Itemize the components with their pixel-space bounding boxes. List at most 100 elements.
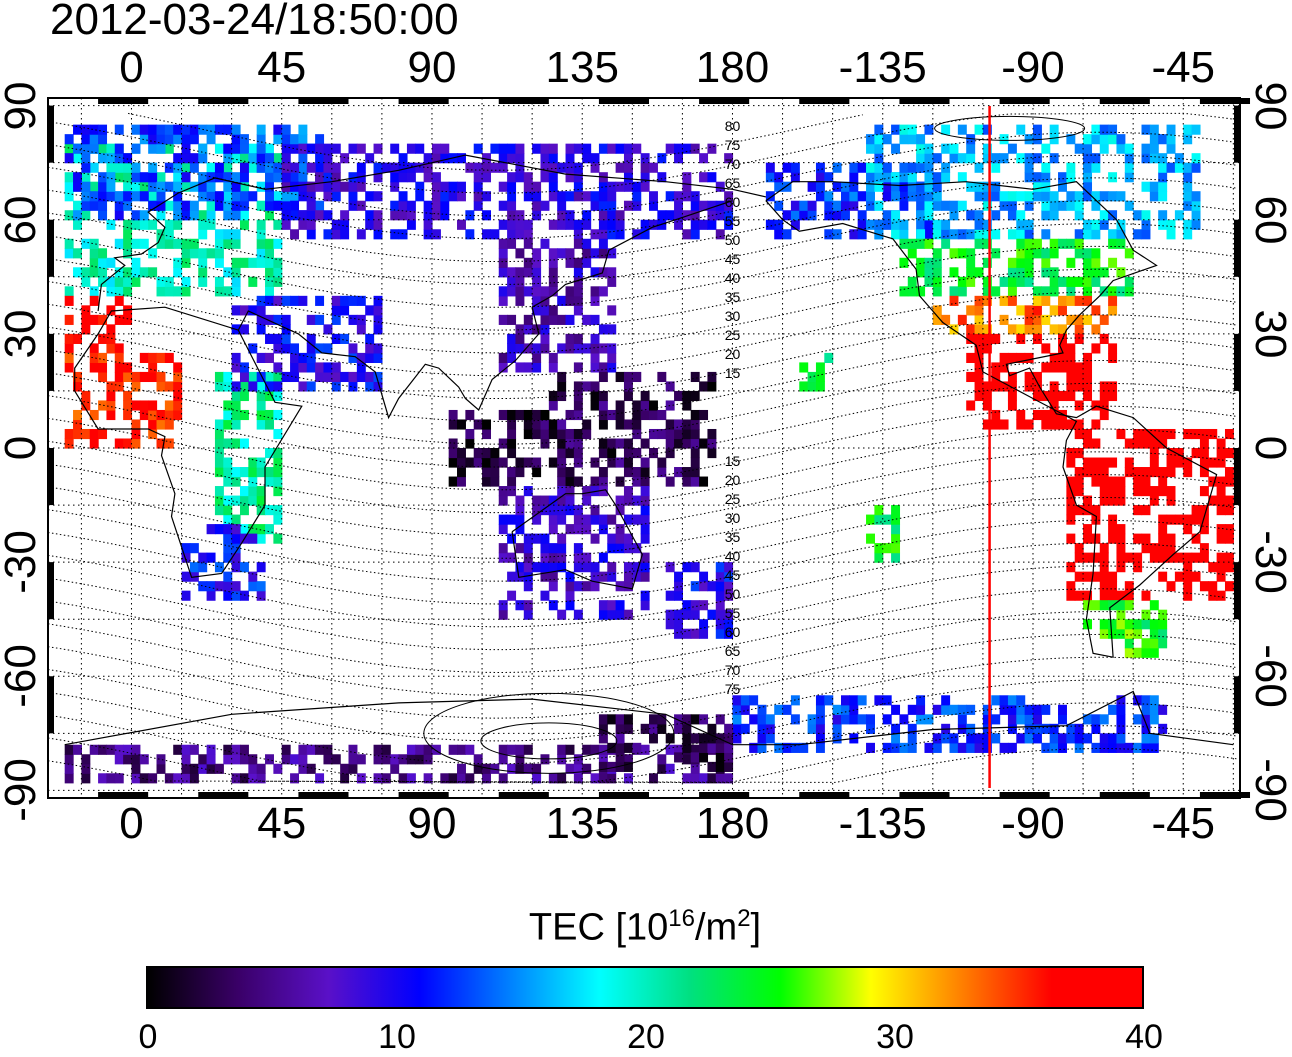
tec-cell	[73, 143, 82, 154]
tec-cell	[1208, 562, 1218, 573]
tec-cell	[1133, 486, 1143, 497]
contour-label: 65	[725, 643, 741, 659]
tec-cell	[891, 172, 901, 183]
tec-cell	[139, 172, 149, 183]
tec-cell	[1116, 476, 1126, 487]
tec-cell	[223, 457, 233, 468]
tec-cell	[640, 219, 650, 230]
tec-cell	[139, 773, 149, 784]
tec-cell	[181, 210, 191, 221]
tec-cell	[248, 191, 258, 202]
tec-cell	[523, 543, 533, 554]
tec-cell	[1199, 438, 1209, 449]
tec-cell	[715, 600, 725, 611]
tec-cell	[306, 744, 316, 755]
tec-cell	[891, 723, 901, 734]
tec-cell	[273, 238, 283, 249]
tec-cell	[1158, 543, 1168, 554]
tec-cell	[398, 153, 408, 164]
tec-cell	[114, 200, 124, 211]
tec-cell	[515, 562, 525, 573]
tec-cell	[724, 609, 734, 620]
tec-cell	[966, 267, 976, 278]
tec-cell	[173, 153, 183, 164]
tec-cell	[214, 162, 224, 173]
y-tick-label-right: 60	[1246, 195, 1292, 245]
tec-cell	[882, 514, 892, 525]
tec-cell	[1066, 581, 1076, 592]
tec-cell	[498, 162, 508, 173]
tec-cell	[423, 229, 433, 240]
tec-cell	[824, 695, 834, 706]
tec-cell	[1099, 210, 1109, 221]
tec-cell	[1074, 324, 1084, 335]
tec-cell	[682, 723, 692, 734]
tec-cell	[1066, 476, 1076, 487]
tec-cell	[590, 457, 600, 468]
tec-cell	[632, 143, 642, 154]
tec-cell	[690, 562, 700, 573]
tec-cell	[674, 571, 683, 582]
tec-cell	[256, 257, 266, 268]
tec-cell	[924, 219, 934, 230]
tec-cell	[857, 229, 867, 240]
tec-cell	[106, 219, 116, 230]
tec-cell	[532, 191, 542, 202]
tec-cell	[1066, 514, 1076, 525]
tec-cell	[390, 162, 400, 173]
tec-cell	[674, 752, 683, 763]
tec-cell	[874, 543, 884, 554]
tec-cell	[406, 200, 416, 211]
tec-cell	[1158, 467, 1168, 478]
tec-cell	[590, 476, 600, 487]
tec-cell	[607, 773, 617, 784]
tec-cell	[1091, 723, 1101, 734]
tec-cell	[1183, 219, 1193, 230]
tec-cell	[340, 773, 350, 784]
tec-cell	[924, 229, 934, 240]
tec-cell	[323, 191, 333, 202]
tec-cell	[231, 590, 241, 601]
tec-cell	[231, 533, 241, 544]
tec-cell	[573, 267, 583, 278]
tec-cell	[156, 286, 166, 297]
x-tick-label-bottom: -135	[838, 799, 927, 848]
tec-cell	[131, 124, 141, 135]
tec-cell	[89, 248, 99, 259]
tec-cell	[991, 162, 1001, 173]
tec-cell	[273, 124, 283, 135]
tec-cell	[223, 172, 233, 183]
tec-cell	[540, 428, 550, 440]
tec-cell	[482, 448, 492, 459]
tec-cell	[306, 763, 316, 774]
tec-cell	[974, 229, 984, 240]
tec-cell	[198, 562, 208, 573]
tec-cell	[473, 457, 483, 468]
tec-cell	[807, 181, 817, 192]
tec-cell	[507, 276, 517, 287]
tec-cell	[1099, 400, 1109, 411]
tec-cell	[565, 191, 575, 202]
tec-cell	[1049, 210, 1059, 221]
tec-cell	[1141, 486, 1151, 497]
tec-cell	[98, 428, 108, 440]
tec-cell	[1191, 200, 1201, 211]
tec-cell	[1066, 723, 1076, 734]
tec-cell	[256, 533, 266, 544]
tec-cell	[615, 524, 625, 535]
tec-cell	[590, 295, 600, 306]
tec-cell	[891, 143, 901, 154]
tec-cell	[81, 390, 91, 402]
tec-cell	[64, 773, 74, 784]
tec-cell	[64, 191, 74, 202]
tec-cell	[281, 754, 291, 765]
tec-cell	[1007, 352, 1017, 364]
tec-cell	[206, 181, 216, 192]
y-tick-label-left: -30	[0, 530, 45, 594]
tec-cell	[974, 210, 984, 221]
tec-cell	[1208, 457, 1218, 468]
tec-cell	[198, 552, 208, 563]
tec-cell	[715, 714, 725, 725]
tec-cell	[482, 773, 492, 784]
contour-line	[47, 131, 1237, 217]
